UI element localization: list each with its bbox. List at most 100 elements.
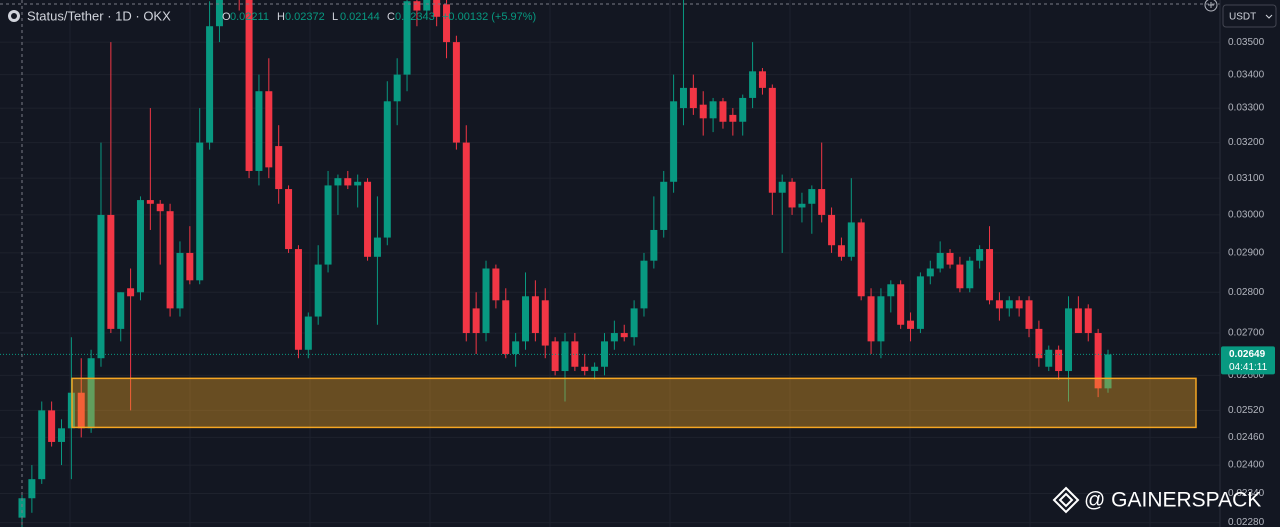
candle-body bbox=[87, 358, 95, 429]
legend-value: 0.02144 bbox=[340, 11, 380, 23]
dropdown-arrow[interactable] bbox=[1265, 14, 1273, 19]
candle-body bbox=[660, 181, 668, 230]
candle-body bbox=[650, 229, 658, 261]
symbol-title[interactable]: Status/Tether · 1D · OKX bbox=[27, 8, 171, 23]
candle-body bbox=[877, 296, 885, 342]
candle-body bbox=[1074, 308, 1082, 334]
legend-value: 0.02343 bbox=[395, 11, 435, 23]
candle-body bbox=[788, 181, 796, 208]
candle-body bbox=[117, 292, 125, 329]
last-price-box bbox=[1221, 346, 1275, 375]
y-tick-label: 0.03100 bbox=[1228, 173, 1265, 184]
candle-body bbox=[1045, 349, 1053, 367]
candle-body bbox=[176, 252, 184, 309]
candle-body bbox=[1084, 308, 1092, 334]
watermark-text: @ GAINERSPACK bbox=[1084, 489, 1261, 512]
candle-body bbox=[364, 181, 372, 257]
plot bbox=[0, 0, 1220, 527]
legend-key: H bbox=[277, 11, 285, 23]
support-zone bbox=[71, 377, 1197, 429]
legend-key: O bbox=[222, 11, 231, 23]
candle-body bbox=[857, 222, 865, 297]
add-button[interactable] bbox=[1204, 0, 1218, 12]
price-axis bbox=[1220, 0, 1280, 527]
candle-body bbox=[324, 185, 332, 265]
candle-body bbox=[837, 245, 845, 257]
candle-body bbox=[1015, 300, 1023, 309]
candle-body bbox=[1104, 354, 1112, 389]
watermark-logo bbox=[1052, 486, 1080, 514]
legend-key: C bbox=[387, 11, 395, 23]
y-tick-label: 0.02600 bbox=[1228, 370, 1265, 381]
candle-body bbox=[285, 189, 293, 250]
candle-body bbox=[97, 214, 105, 359]
candle-body bbox=[995, 300, 1003, 309]
grid bbox=[0, 0, 1220, 527]
y-tick-label: 0.02280 bbox=[1228, 517, 1265, 527]
candle-body bbox=[57, 428, 65, 442]
candle-body bbox=[472, 308, 480, 334]
candle-body bbox=[976, 249, 984, 261]
candle-body bbox=[679, 87, 687, 109]
candle-body bbox=[1055, 349, 1063, 372]
candle-body bbox=[265, 91, 273, 168]
candle-body bbox=[383, 101, 391, 238]
candle-body bbox=[640, 260, 648, 309]
candle-body bbox=[749, 71, 757, 98]
candle-body bbox=[304, 316, 312, 350]
candle-body bbox=[146, 200, 154, 204]
candle-body bbox=[354, 181, 362, 186]
legend-key: L bbox=[332, 11, 338, 23]
ohlc-legend: O 0.02211 H 0.02372 L 0.02144 C 0.02343 +0.00132… bbox=[222, 11, 536, 23]
candle-body bbox=[245, 0, 253, 171]
candle-body bbox=[492, 268, 500, 301]
price-axis-labels: 0.03500 0.03400 0.03300 0.03200 0.03100 0.030… bbox=[1221, 37, 1275, 527]
candle-body bbox=[433, 0, 441, 17]
candle-body bbox=[462, 142, 470, 334]
y-tick-label: 0.02900 bbox=[1228, 248, 1265, 259]
candle-body bbox=[531, 296, 539, 334]
candle-body bbox=[630, 308, 638, 338]
candle-body bbox=[591, 366, 599, 372]
add-cross[interactable] bbox=[1208, 2, 1214, 8]
candle-body bbox=[581, 366, 589, 372]
currency-box[interactable] bbox=[1222, 4, 1277, 28]
candle-body bbox=[1094, 333, 1102, 389]
candle-body bbox=[452, 42, 460, 143]
candle-body bbox=[413, 1, 421, 11]
candle-body bbox=[709, 101, 717, 119]
candle-body bbox=[946, 252, 954, 265]
candle-body bbox=[512, 341, 520, 354]
candle-body bbox=[798, 203, 806, 208]
candle-body bbox=[373, 237, 381, 257]
legend-value: 0.02211 bbox=[230, 11, 269, 23]
currency[interactable]: USDT bbox=[1229, 12, 1256, 23]
candle-body bbox=[48, 410, 56, 442]
candle-body bbox=[186, 252, 194, 281]
candle-body bbox=[127, 288, 135, 297]
candle-body bbox=[758, 71, 766, 88]
candle-body bbox=[907, 320, 915, 329]
candle-body bbox=[314, 264, 322, 317]
watermark: @ GAINERSPACK bbox=[1052, 486, 1261, 514]
header: Status/Tether · 1D · OKX O 0.02211 H 0.0237… bbox=[8, 8, 536, 23]
candle-body bbox=[689, 87, 697, 109]
y-tick-label: 0.03000 bbox=[1228, 210, 1265, 221]
candle-body bbox=[828, 214, 836, 246]
candle-body bbox=[541, 300, 549, 346]
legend-change: +0.00132 (+5.97%) bbox=[442, 11, 536, 23]
y-tick-label: 0.03300 bbox=[1228, 103, 1265, 114]
candle-body bbox=[887, 284, 895, 297]
y-tick-label: 0.03400 bbox=[1228, 69, 1265, 80]
candle-body bbox=[600, 341, 608, 367]
y-tick-label: 0.02340 bbox=[1228, 488, 1265, 499]
candle-body bbox=[196, 142, 204, 281]
candle-body bbox=[729, 114, 737, 122]
candle-body bbox=[897, 284, 905, 325]
candle-body bbox=[818, 189, 826, 215]
candle-body bbox=[502, 300, 510, 354]
currency-selector[interactable]: USDT bbox=[1222, 4, 1277, 28]
y-tick-label: 0.02700 bbox=[1228, 328, 1265, 339]
candle-body bbox=[739, 97, 747, 122]
add-icon[interactable] bbox=[1204, 0, 1218, 12]
